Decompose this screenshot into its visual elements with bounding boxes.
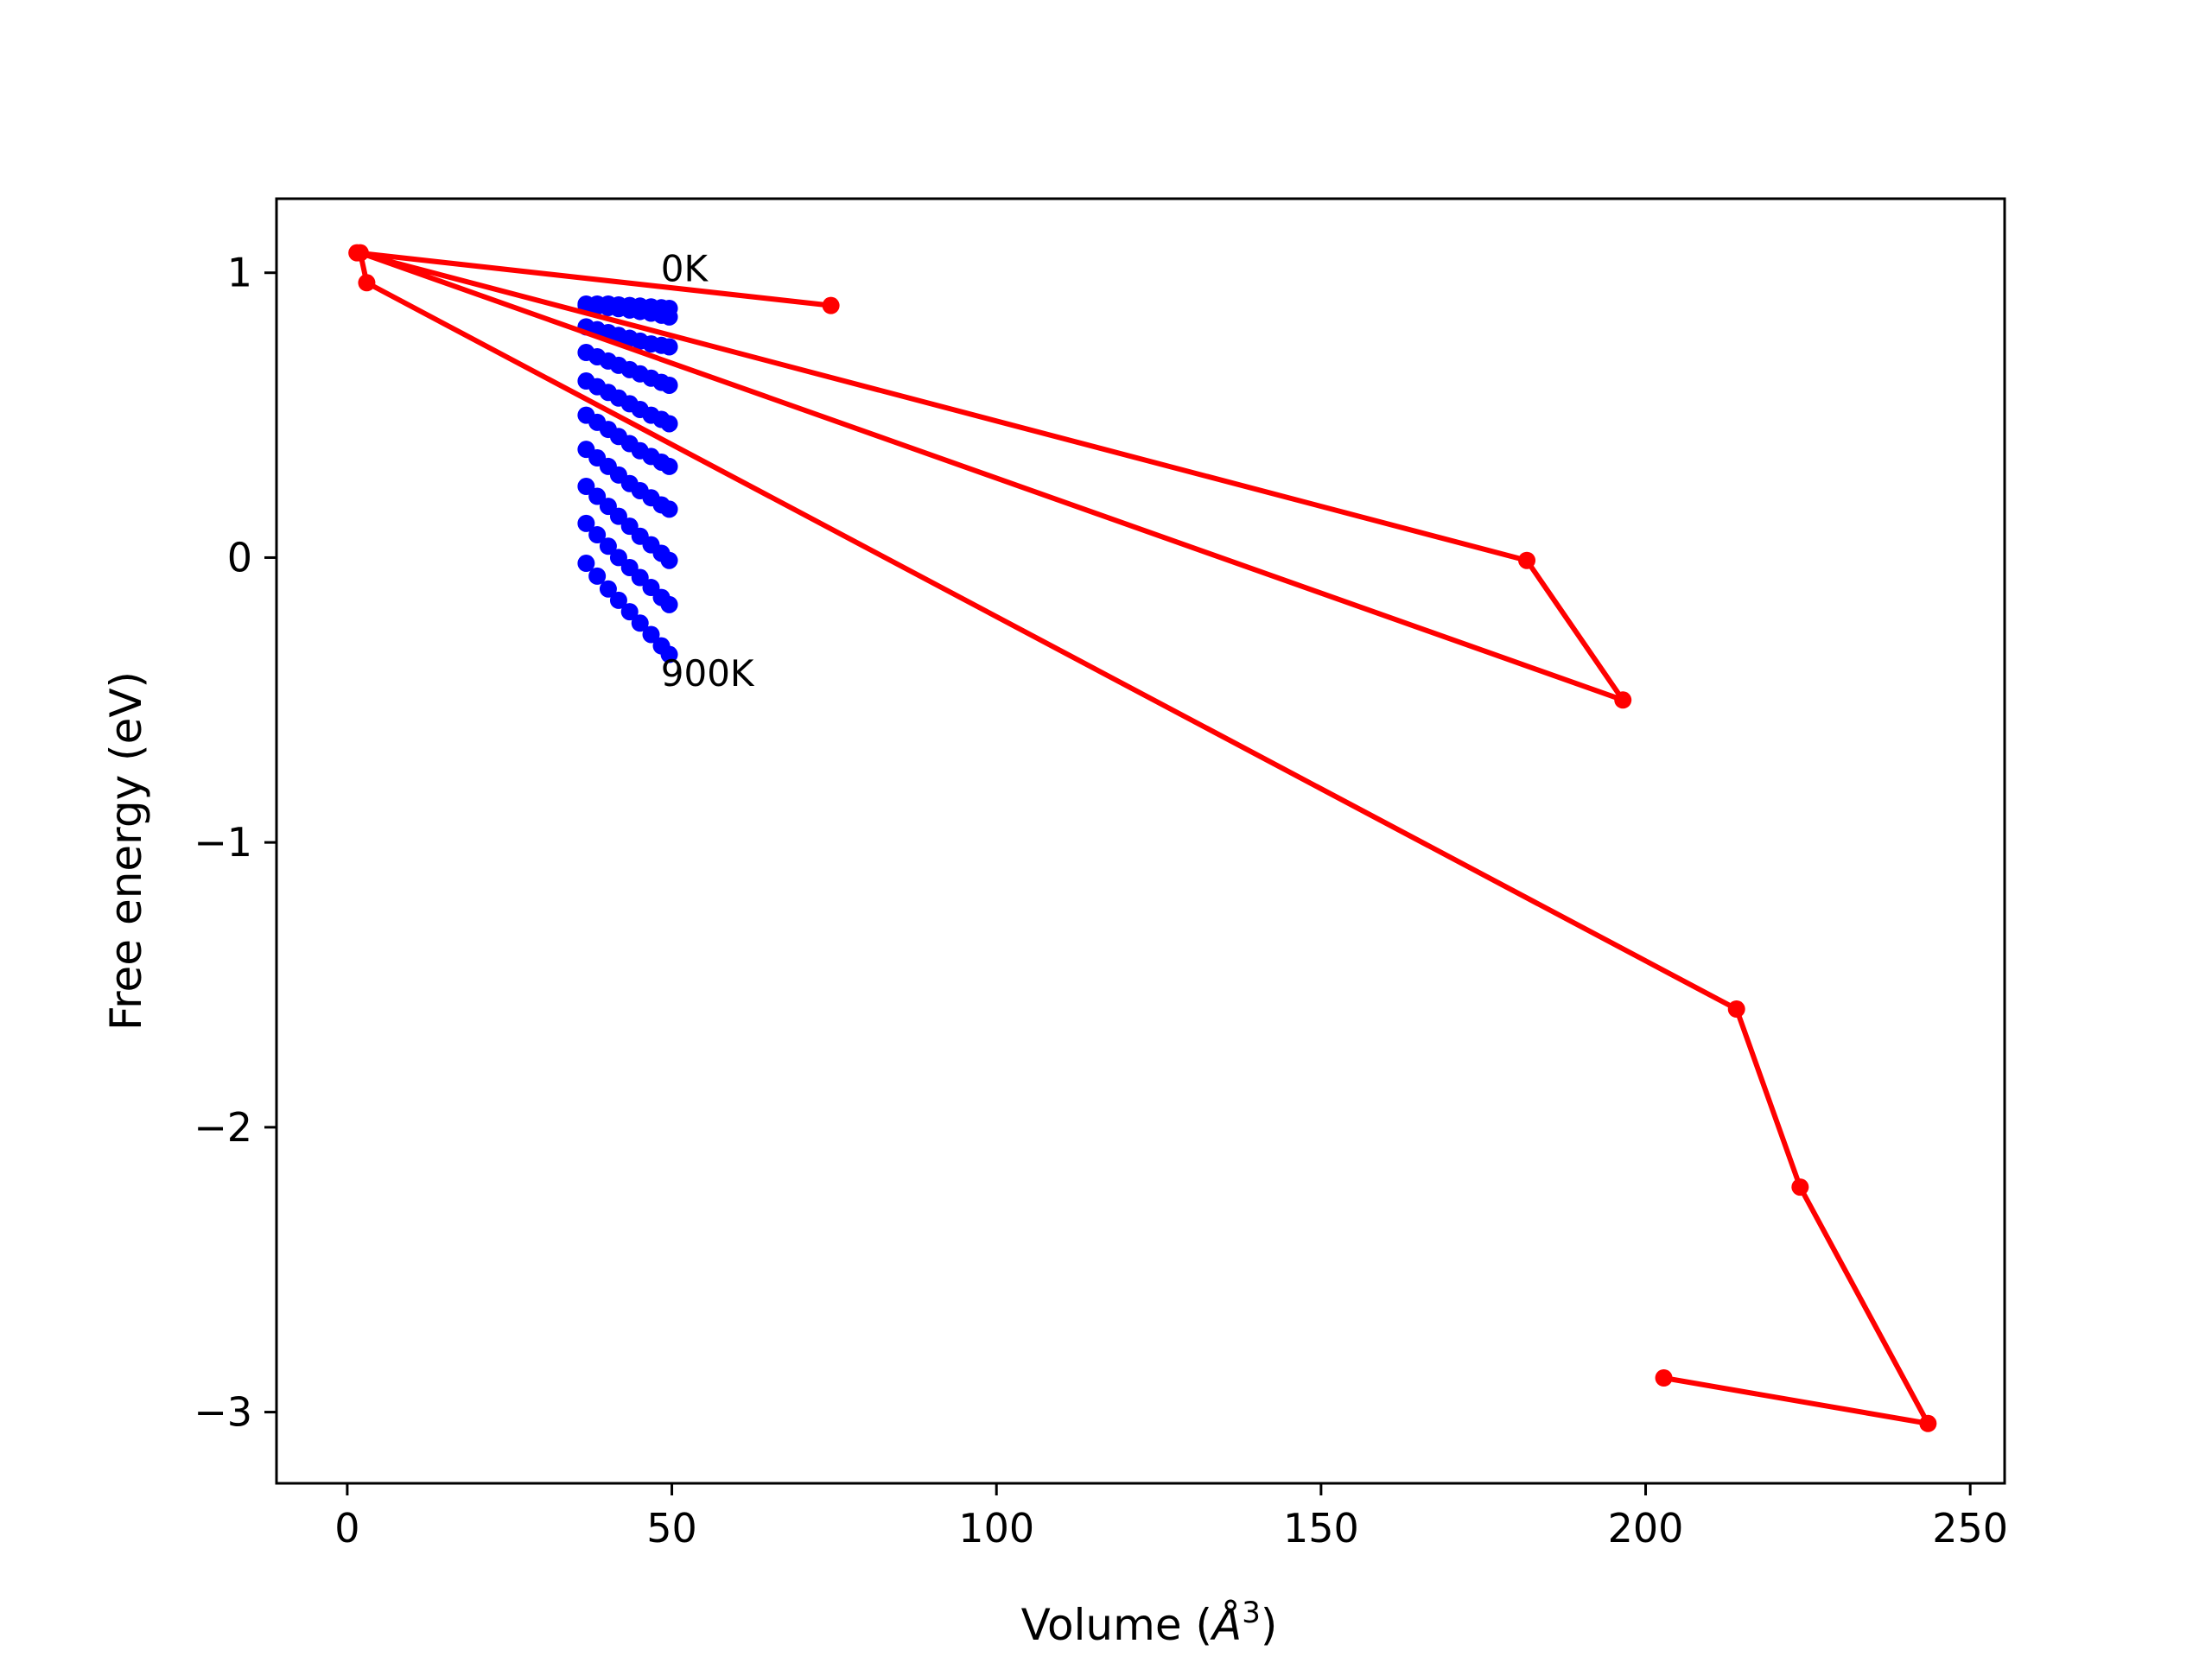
series-point (1518, 551, 1536, 569)
x-tick-label: 0 (334, 1505, 359, 1552)
x-axis-label-exponent: 3 (1242, 1596, 1261, 1630)
isotherm-point (660, 457, 678, 475)
plot-marks (348, 244, 1937, 1432)
x-axis-label-prefix: Volume ( (1021, 1600, 1212, 1650)
isotherm-700K (577, 478, 678, 569)
y-tick-label: −3 (194, 1389, 252, 1436)
series-point (358, 274, 376, 292)
isotherm-point (660, 500, 678, 518)
isotherm-400K (577, 372, 678, 433)
x-tick-label: 100 (958, 1505, 1034, 1552)
y-axis-label: Free energy (eV) (101, 671, 151, 1031)
isotherm-point (588, 487, 607, 505)
isotherm-point (588, 567, 607, 585)
isotherm-point (660, 308, 678, 326)
isotherm-point (609, 549, 627, 567)
isotherm-100K (577, 296, 678, 326)
isotherm-point (631, 614, 649, 632)
x-axis-label-suffix: ) (1261, 1600, 1278, 1650)
series-line (354, 250, 1931, 1426)
axes-frame (275, 197, 2006, 1485)
y-axis-ticks: −3 −2 −1 0 1 (194, 250, 276, 1436)
isotherm-800K (577, 514, 678, 613)
x-axis-label: Volume (Å3) (1021, 1596, 1278, 1650)
annotation-label: 900K (661, 652, 755, 695)
isotherm-900K (577, 555, 678, 663)
isotherm-point (660, 415, 678, 433)
isotherm-600K (577, 441, 678, 518)
isotherm-300K (577, 344, 678, 394)
series-point (1919, 1414, 1937, 1432)
series-point (1791, 1178, 1809, 1196)
y-tick-label: −1 (194, 819, 252, 866)
isotherm-point (577, 555, 595, 573)
x-tick-label: 200 (1608, 1505, 1684, 1552)
isotherm-point (577, 478, 595, 496)
isotherm-point (631, 568, 649, 587)
series-point (1614, 691, 1632, 709)
annotation-label: 0K (661, 248, 709, 290)
series-point (822, 296, 840, 314)
series-point (1727, 1000, 1745, 1019)
isotherm-point (660, 595, 678, 613)
isotherm-point (599, 537, 617, 555)
y-tick-label: 1 (227, 250, 252, 296)
isotherm-200K (577, 318, 678, 356)
isotherm-point (642, 625, 660, 644)
isotherm-500K (577, 406, 678, 475)
isotherm-point (660, 376, 678, 394)
isotherm-point (620, 603, 639, 621)
y-tick-label: 0 (227, 534, 252, 581)
isotherm-point (577, 514, 595, 532)
isotherm-point (609, 591, 627, 609)
x-tick-label: 150 (1283, 1505, 1359, 1552)
y-tick-label: −2 (194, 1104, 252, 1151)
annotations: 0K 900K (661, 248, 755, 695)
isotherm-point (660, 338, 678, 356)
series-point (1655, 1369, 1673, 1387)
x-tick-label: 50 (646, 1505, 697, 1552)
x-axis-label-symbol: Å (1210, 1600, 1242, 1650)
series-point (351, 244, 369, 262)
isotherm-point (588, 526, 607, 544)
x-axis-ticks: 0 50 100 150 200 250 (334, 1483, 2008, 1552)
isotherm-point (660, 551, 678, 569)
x-tick-label: 250 (1932, 1505, 2008, 1552)
isotherm-point (609, 507, 627, 525)
isotherm-point (660, 645, 678, 663)
isotherm-point (599, 580, 617, 598)
